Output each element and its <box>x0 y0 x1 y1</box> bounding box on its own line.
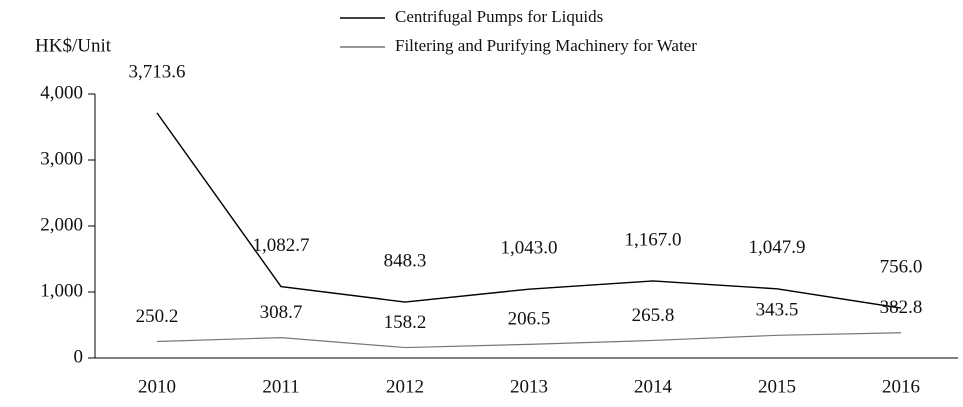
data-label: 265.8 <box>632 305 675 326</box>
legend-label: Filtering and Purifying Machinery for Wa… <box>395 36 697 55</box>
x-tick-label: 2010 <box>138 376 176 397</box>
y-axis-label: HK$/Unit <box>35 35 112 56</box>
x-tick-label: 2016 <box>882 376 920 397</box>
series-line <box>156 332 902 349</box>
data-label: 1,047.9 <box>749 237 806 258</box>
data-label: 848.3 <box>384 250 427 271</box>
data-label: 250.2 <box>136 306 179 327</box>
data-label: 1,082.7 <box>253 235 310 256</box>
series-line <box>156 112 902 309</box>
data-label: 1,043.0 <box>501 238 558 259</box>
data-label: 308.7 <box>260 302 303 323</box>
data-label: 3,713.6 <box>129 61 186 82</box>
data-label: 343.5 <box>756 300 799 321</box>
x-tick-label: 2014 <box>634 376 673 397</box>
data-label: 756.0 <box>880 256 923 277</box>
x-tick-label: 2015 <box>758 376 796 397</box>
y-tick-label: 4,000 <box>40 82 83 103</box>
legend-label: Centrifugal Pumps for Liquids <box>395 7 603 26</box>
y-tick-label: 0 <box>74 346 84 367</box>
data-label: 206.5 <box>508 309 551 330</box>
x-tick-label: 2011 <box>262 376 299 397</box>
x-tick-label: 2013 <box>510 376 548 397</box>
data-label: 158.2 <box>384 312 427 333</box>
y-tick-label: 1,000 <box>40 280 83 301</box>
y-tick-label: 3,000 <box>40 148 83 169</box>
x-tick-label: 2012 <box>386 376 424 397</box>
data-label: 382.8 <box>880 297 923 318</box>
data-label: 1,167.0 <box>625 229 682 250</box>
y-tick-label: 2,000 <box>40 214 83 235</box>
